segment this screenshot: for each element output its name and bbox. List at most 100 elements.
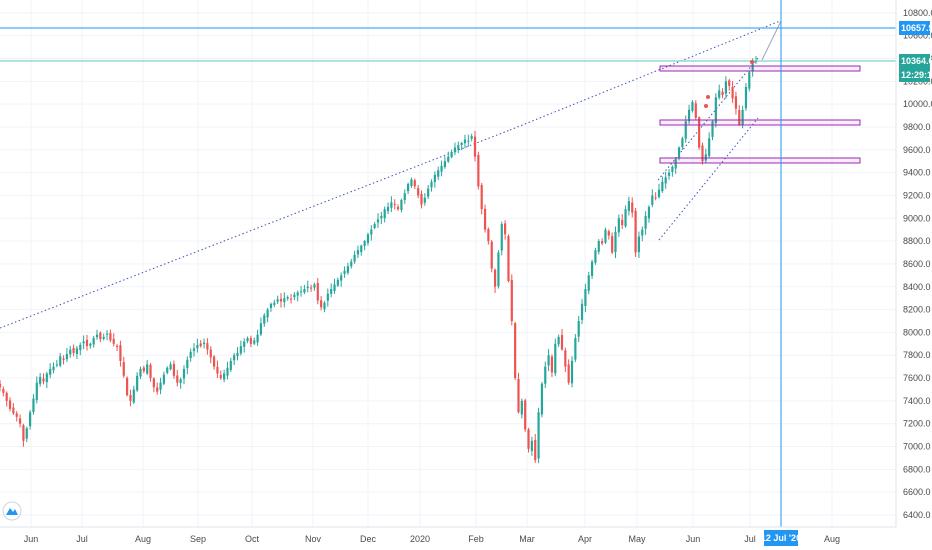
candle-body	[306, 286, 309, 289]
candle-body	[487, 229, 490, 242]
candle-body	[634, 210, 637, 253]
trendline	[0, 129, 511, 329]
candle-body	[597, 241, 600, 252]
candle-body	[343, 270, 346, 274]
candle-body	[132, 389, 135, 403]
candle-body	[724, 81, 727, 94]
price-tick-label: 7600.0	[903, 373, 931, 383]
candle-body	[293, 294, 296, 298]
candle-body	[236, 352, 239, 357]
candle-body	[92, 338, 95, 345]
candle-body	[694, 103, 697, 118]
channel-lower	[658, 117, 759, 241]
candle-body	[326, 293, 329, 301]
candle-body	[631, 202, 634, 213]
candle-body	[353, 254, 356, 262]
marker-dot	[750, 60, 754, 64]
price-tick-label: 8200.0	[903, 305, 931, 315]
candle-body	[691, 101, 694, 111]
candle-body	[393, 203, 396, 205]
candle-body	[259, 323, 263, 335]
candle-body	[370, 229, 373, 235]
candle-body	[166, 367, 169, 373]
time-tick-label: Mar	[519, 534, 535, 544]
candle-body	[547, 355, 550, 366]
candle-body	[350, 261, 353, 267]
time-tick-label: Aug	[824, 534, 840, 544]
candle-body	[386, 206, 390, 212]
time-tick-label: Sep	[190, 534, 206, 544]
candle-body	[69, 349, 72, 355]
candle-body	[162, 374, 166, 384]
candle-body	[564, 350, 567, 367]
price-tick-label: 10000.0	[903, 99, 932, 109]
candle-body	[704, 154, 707, 161]
candle-body	[323, 302, 326, 310]
candle-body	[601, 241, 604, 244]
candle-body	[206, 343, 209, 350]
candle-body	[641, 229, 644, 236]
candle-body	[410, 179, 413, 186]
candle-body	[504, 223, 507, 235]
candle-body	[614, 231, 617, 253]
candle-body	[152, 378, 155, 388]
candle-body	[580, 303, 584, 320]
candle-body	[273, 302, 276, 305]
candle-body	[380, 215, 383, 219]
candle-body	[182, 368, 186, 379]
candle-body	[249, 338, 252, 344]
candle-body	[480, 184, 483, 210]
candle-body	[443, 161, 447, 168]
candle-body	[72, 347, 75, 353]
candle-body	[403, 193, 406, 201]
candle-body	[243, 341, 246, 347]
candle-body	[366, 234, 370, 243]
candle-body	[226, 367, 229, 376]
time-tick-label: Dec	[360, 534, 377, 544]
candle-body	[276, 299, 279, 302]
candle-body	[2, 388, 5, 393]
time-tick-label: Jul	[76, 534, 88, 544]
candle-body	[557, 336, 560, 345]
time-tick-label: Feb	[468, 534, 484, 544]
candle-body	[520, 400, 523, 415]
candle-body	[75, 348, 79, 355]
candle-body	[470, 136, 473, 139]
candle-body	[437, 170, 440, 177]
candle-body	[39, 376, 42, 384]
candle-body	[269, 303, 273, 308]
marker-dot	[704, 104, 708, 108]
candle-body	[687, 109, 691, 122]
candle-body	[637, 236, 641, 253]
candles	[0, 56, 758, 464]
candle-body	[698, 117, 701, 148]
candle-body	[192, 348, 196, 351]
candle-body	[156, 387, 159, 392]
candle-body	[574, 338, 577, 360]
marker-dot	[706, 95, 710, 99]
candle-body	[283, 298, 286, 303]
candle-body	[109, 333, 112, 341]
candle-body	[356, 250, 360, 255]
candle-body	[29, 412, 32, 427]
candle-body	[202, 342, 206, 344]
candle-body	[18, 418, 22, 424]
candle-body	[256, 334, 259, 343]
candle-body	[490, 241, 493, 269]
candle-body	[617, 218, 620, 233]
candle-body	[477, 154, 480, 187]
candle-body	[587, 275, 590, 291]
candle-body	[159, 382, 162, 390]
candle-body	[467, 140, 470, 142]
candle-body	[316, 282, 319, 301]
price-tick-label: 8600.0	[903, 259, 931, 269]
date-marker-label: 12 Jul '20	[761, 533, 801, 543]
price-tick-label: 7400.0	[903, 396, 931, 406]
candle-body	[333, 284, 336, 291]
candle-body	[751, 63, 754, 72]
logo-mark-icon	[6, 508, 18, 515]
candle-body	[677, 147, 681, 159]
candle-body	[233, 355, 236, 361]
candle-body	[420, 194, 423, 205]
candle-body	[15, 413, 18, 417]
